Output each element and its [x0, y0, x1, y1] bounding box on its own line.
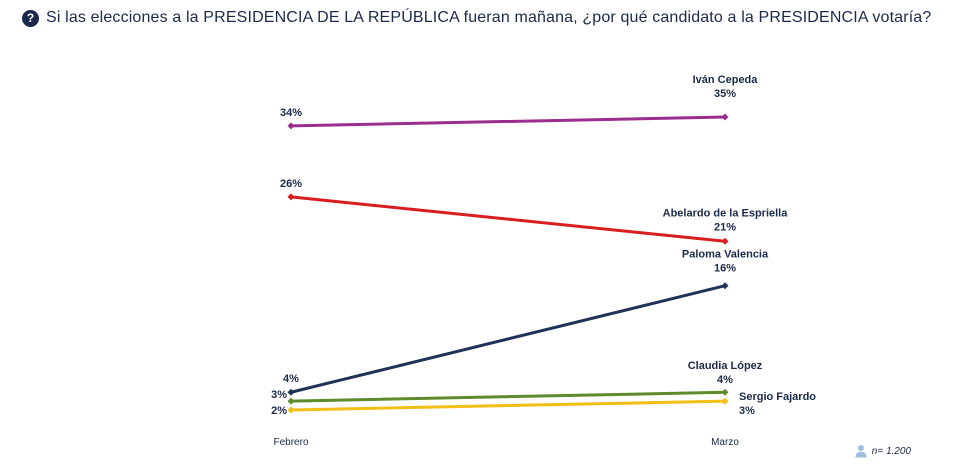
- data-point: [287, 193, 295, 201]
- series-line: [289, 284, 727, 394]
- data-label: 4%: [717, 374, 733, 386]
- data-point: [287, 122, 295, 130]
- data-label: 2%: [271, 405, 287, 417]
- data-point: [721, 237, 729, 245]
- data-label: 3%: [739, 405, 755, 417]
- data-label: 35%: [714, 88, 736, 100]
- series-line: [289, 390, 727, 403]
- chart-title: Si las elecciones a la PRESIDENCIA DE LA…: [46, 9, 932, 26]
- data-label: 3%: [271, 389, 287, 401]
- chart-header: ? Si las elecciones a la PRESIDENCIA DE …: [22, 9, 931, 27]
- series-name-label: Paloma Valencia: [682, 249, 769, 261]
- data-label: 4%: [283, 373, 299, 385]
- data-label: 26%: [280, 178, 302, 190]
- series-line: [289, 195, 727, 243]
- data-point: [721, 282, 729, 290]
- data-point: [721, 113, 729, 121]
- series-name-label: Sergio Fajardo: [739, 391, 816, 403]
- data-label: 21%: [714, 221, 736, 233]
- person-icon: [855, 445, 867, 458]
- data-point: [287, 388, 295, 396]
- sample-size: n= 1.200: [854, 444, 911, 458]
- x-tick-label: Marzo: [711, 437, 739, 448]
- data-point: [287, 397, 295, 405]
- data-point: [721, 397, 729, 405]
- series-name-label: Claudia López: [688, 360, 763, 372]
- data-label: 16%: [714, 263, 736, 275]
- sample-size-label: n= 1.200: [871, 445, 911, 457]
- x-tick-label: Febrero: [273, 437, 308, 448]
- data-label: 34%: [280, 107, 302, 119]
- data-point: [721, 388, 729, 396]
- data-point: [287, 406, 295, 414]
- series-line: [289, 399, 727, 412]
- series-name-label: Iván Cepeda: [693, 74, 759, 86]
- series-line: [289, 115, 727, 128]
- series-name-label: Abelardo de la Espriella: [663, 207, 789, 219]
- question-circle-icon: ?: [22, 9, 39, 27]
